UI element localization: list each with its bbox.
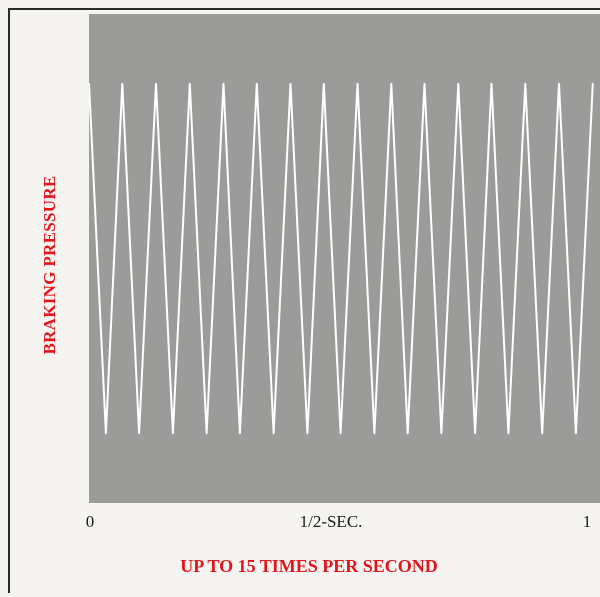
waveform-peak-point — [524, 82, 527, 85]
chart-frame — [8, 8, 600, 593]
waveform-trough-point — [440, 432, 443, 435]
waveform-peak-point — [189, 82, 191, 85]
waveform-peak-point — [89, 82, 90, 85]
waveform-trough-point — [406, 432, 409, 435]
waveform-trough-point — [507, 432, 510, 435]
waveform-peak-point — [356, 82, 359, 85]
waveform-trough-point — [105, 432, 107, 435]
plot-area — [89, 14, 600, 503]
waveform-trough-point — [575, 432, 577, 435]
y-axis-label: BRAKING PRESSURE — [40, 175, 59, 355]
chart-caption: UP TO 15 TIMES PER SECOND — [180, 556, 438, 576]
waveform-trough-point — [541, 432, 543, 435]
waveform-trough-point — [306, 432, 309, 435]
waveform-peak-point — [222, 82, 225, 85]
waveform-peak-point — [323, 82, 325, 85]
x-tick-label-1: 1 — [582, 512, 592, 531]
x-tick-label-half-sec: 1/2-SEC. — [299, 512, 363, 531]
waveform-peak-point — [490, 82, 493, 85]
waveform-peak-point — [256, 82, 258, 85]
waveform-peak-point — [155, 82, 157, 85]
waveform-peak-point — [592, 82, 594, 85]
waveform-peak-point — [423, 82, 426, 85]
waveform-peak-point — [121, 82, 124, 85]
waveform-peak-point — [289, 82, 292, 85]
waveform-trough-point — [172, 432, 174, 435]
waveform-peak-point — [457, 82, 460, 85]
waveform-trough-point — [272, 432, 275, 435]
waveform-trough-point — [138, 432, 140, 435]
waveform-trough-point — [373, 432, 376, 435]
waveform-trough-point — [474, 432, 476, 435]
waveform-trough-point — [239, 432, 241, 435]
waveform-trough-point — [339, 432, 342, 435]
waveform-peak-point — [390, 82, 393, 85]
x-tick-label-0: 0 — [85, 512, 95, 531]
plot-svg — [89, 82, 594, 435]
waveform-trough-point — [205, 432, 208, 435]
pressure-waveform-line-0 — [89, 83, 594, 434]
waveform-peak-point — [558, 82, 560, 85]
